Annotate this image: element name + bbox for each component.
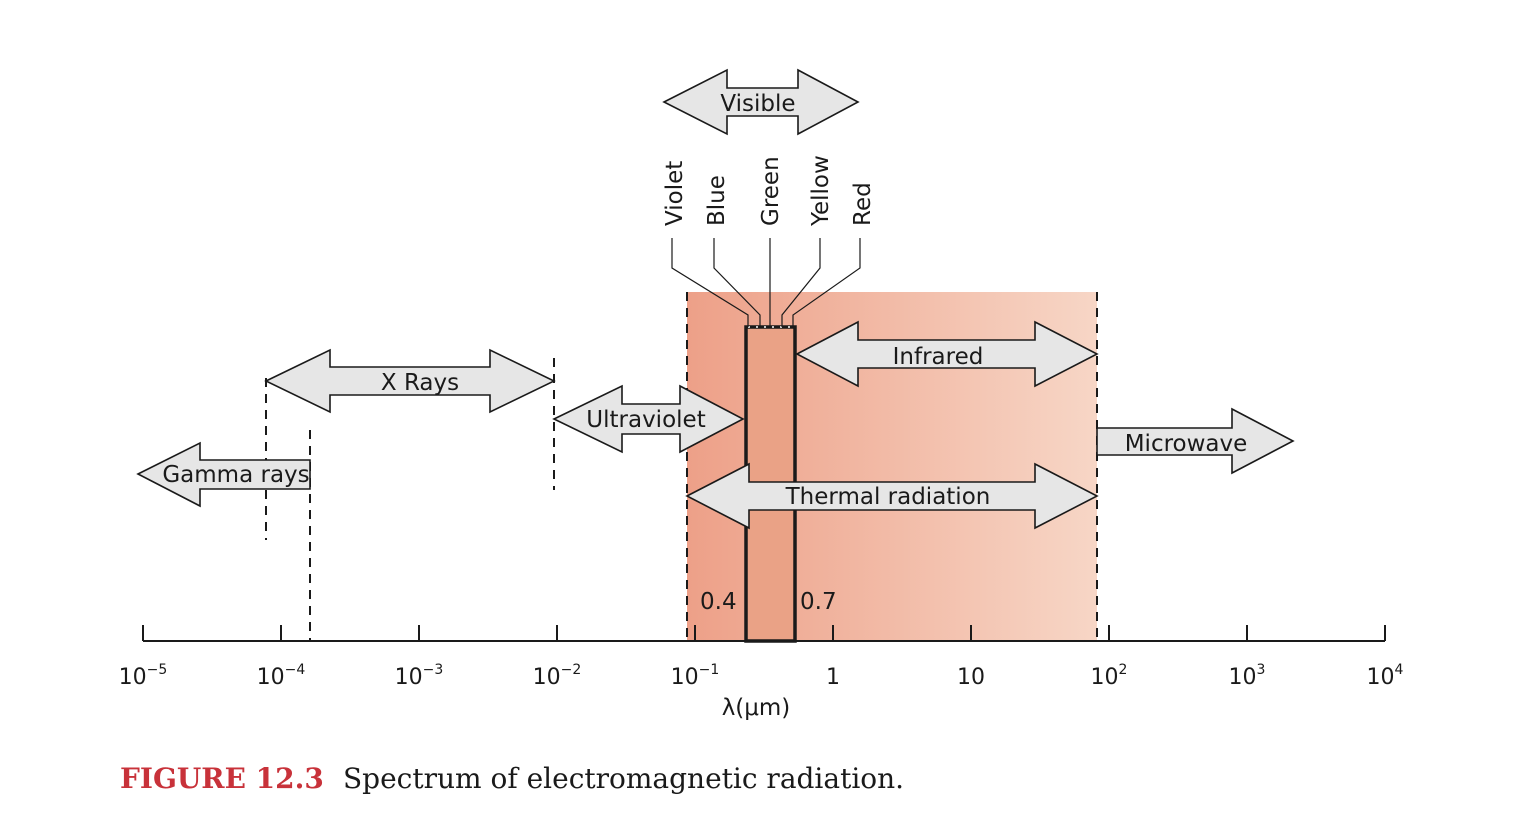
label-infrared: Infrared [893,344,984,370]
color-label-red: Red [850,182,876,226]
ultraviolet-arrow [552,384,745,454]
color-label-yellow: Yellow [808,155,834,227]
visible-arrow [662,68,860,136]
axis-tick-labels: 10−5 10−4 10−3 10−2 10−1 1 10 102 103 104 [119,662,1404,690]
gamma-rays-arrow [136,441,311,508]
label-ultraviolet: Ultraviolet [586,407,705,433]
thermal-radiation-arrow [685,462,1099,530]
microwave-arrow [1096,407,1295,475]
axis-label-wavelength: λ(μm) [722,695,791,721]
label-gamma-rays: Gamma rays [162,462,309,488]
red-leader [792,238,861,327]
label-microwave: Microwave [1125,431,1248,457]
axis-tick-label: 10−2 [533,662,582,690]
axis-tick-marks [142,625,1386,641]
x-rays-arrow [264,348,556,414]
axis-tick-label: 104 [1367,662,1404,690]
color-label-blue: Blue [704,175,730,226]
axis-tick-label: 102 [1091,662,1128,690]
yellow-leader [781,238,821,327]
band-arrows [136,68,1295,530]
axis-tick-label: 10−3 [395,662,444,690]
color-labels: Violet Blue Green Yellow Red [662,155,876,227]
label-x-rays: X Rays [381,370,459,396]
axis-tick-label: 10−1 [671,662,720,690]
label-visible: Visible [720,91,795,117]
label-thermal-radiation: Thermal radiation [785,484,991,510]
visible-upper-bound: 0.7 [800,589,837,615]
violet-leader [671,238,749,327]
figure-caption-text: Spectrum of electromagnetic radiation. [343,762,904,795]
axis-tick-label: 10 [957,665,985,690]
color-label-violet: Violet [662,161,688,226]
color-label-green: Green [758,156,784,226]
visible-lower-bound: 0.4 [700,589,737,615]
axis-tick-label: 10−5 [119,662,168,690]
infrared-arrow [795,320,1099,388]
figure-caption-label: FIGURE 12.3 [120,762,324,795]
axis-tick-label: 10−4 [257,662,306,690]
blue-leader [713,238,761,327]
band-labels: Gamma rays X Rays Ultraviolet Visible In… [162,91,1247,510]
color-leader-lines [671,238,861,327]
axis-tick-label: 103 [1229,662,1266,690]
axis-tick-label: 1 [826,665,840,690]
